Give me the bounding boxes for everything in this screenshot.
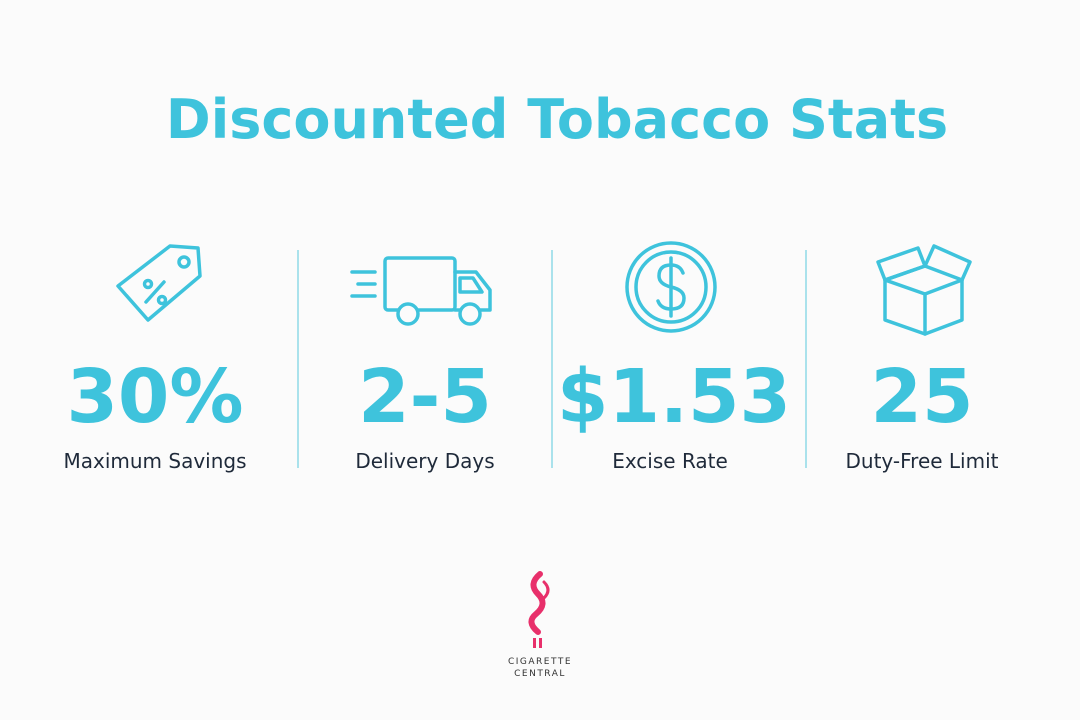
stat-label: Excise Rate [612,449,728,473]
stat-label: Maximum Savings [63,449,246,473]
coin-icon [625,241,717,333]
logo-mark [528,571,550,648]
logo-text: CIGARETTE [508,657,572,667]
tag-icon [116,244,202,322]
truck-icon [350,256,492,326]
stat-label: Duty-Free Limit [846,449,999,473]
stat-label: Delivery Days [355,449,494,473]
stat-value: 2-5 [358,354,492,440]
stat-value: $1.53 [557,354,791,440]
stat-value: 25 [871,354,974,440]
box-icon [876,244,972,336]
logo-text: CENTRAL [514,669,566,679]
stat-value: 30% [66,354,243,440]
title: Discounted Tobacco Stats [166,88,948,151]
